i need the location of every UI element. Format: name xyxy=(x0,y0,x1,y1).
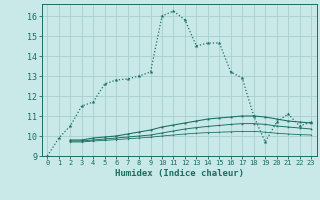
X-axis label: Humidex (Indice chaleur): Humidex (Indice chaleur) xyxy=(115,169,244,178)
